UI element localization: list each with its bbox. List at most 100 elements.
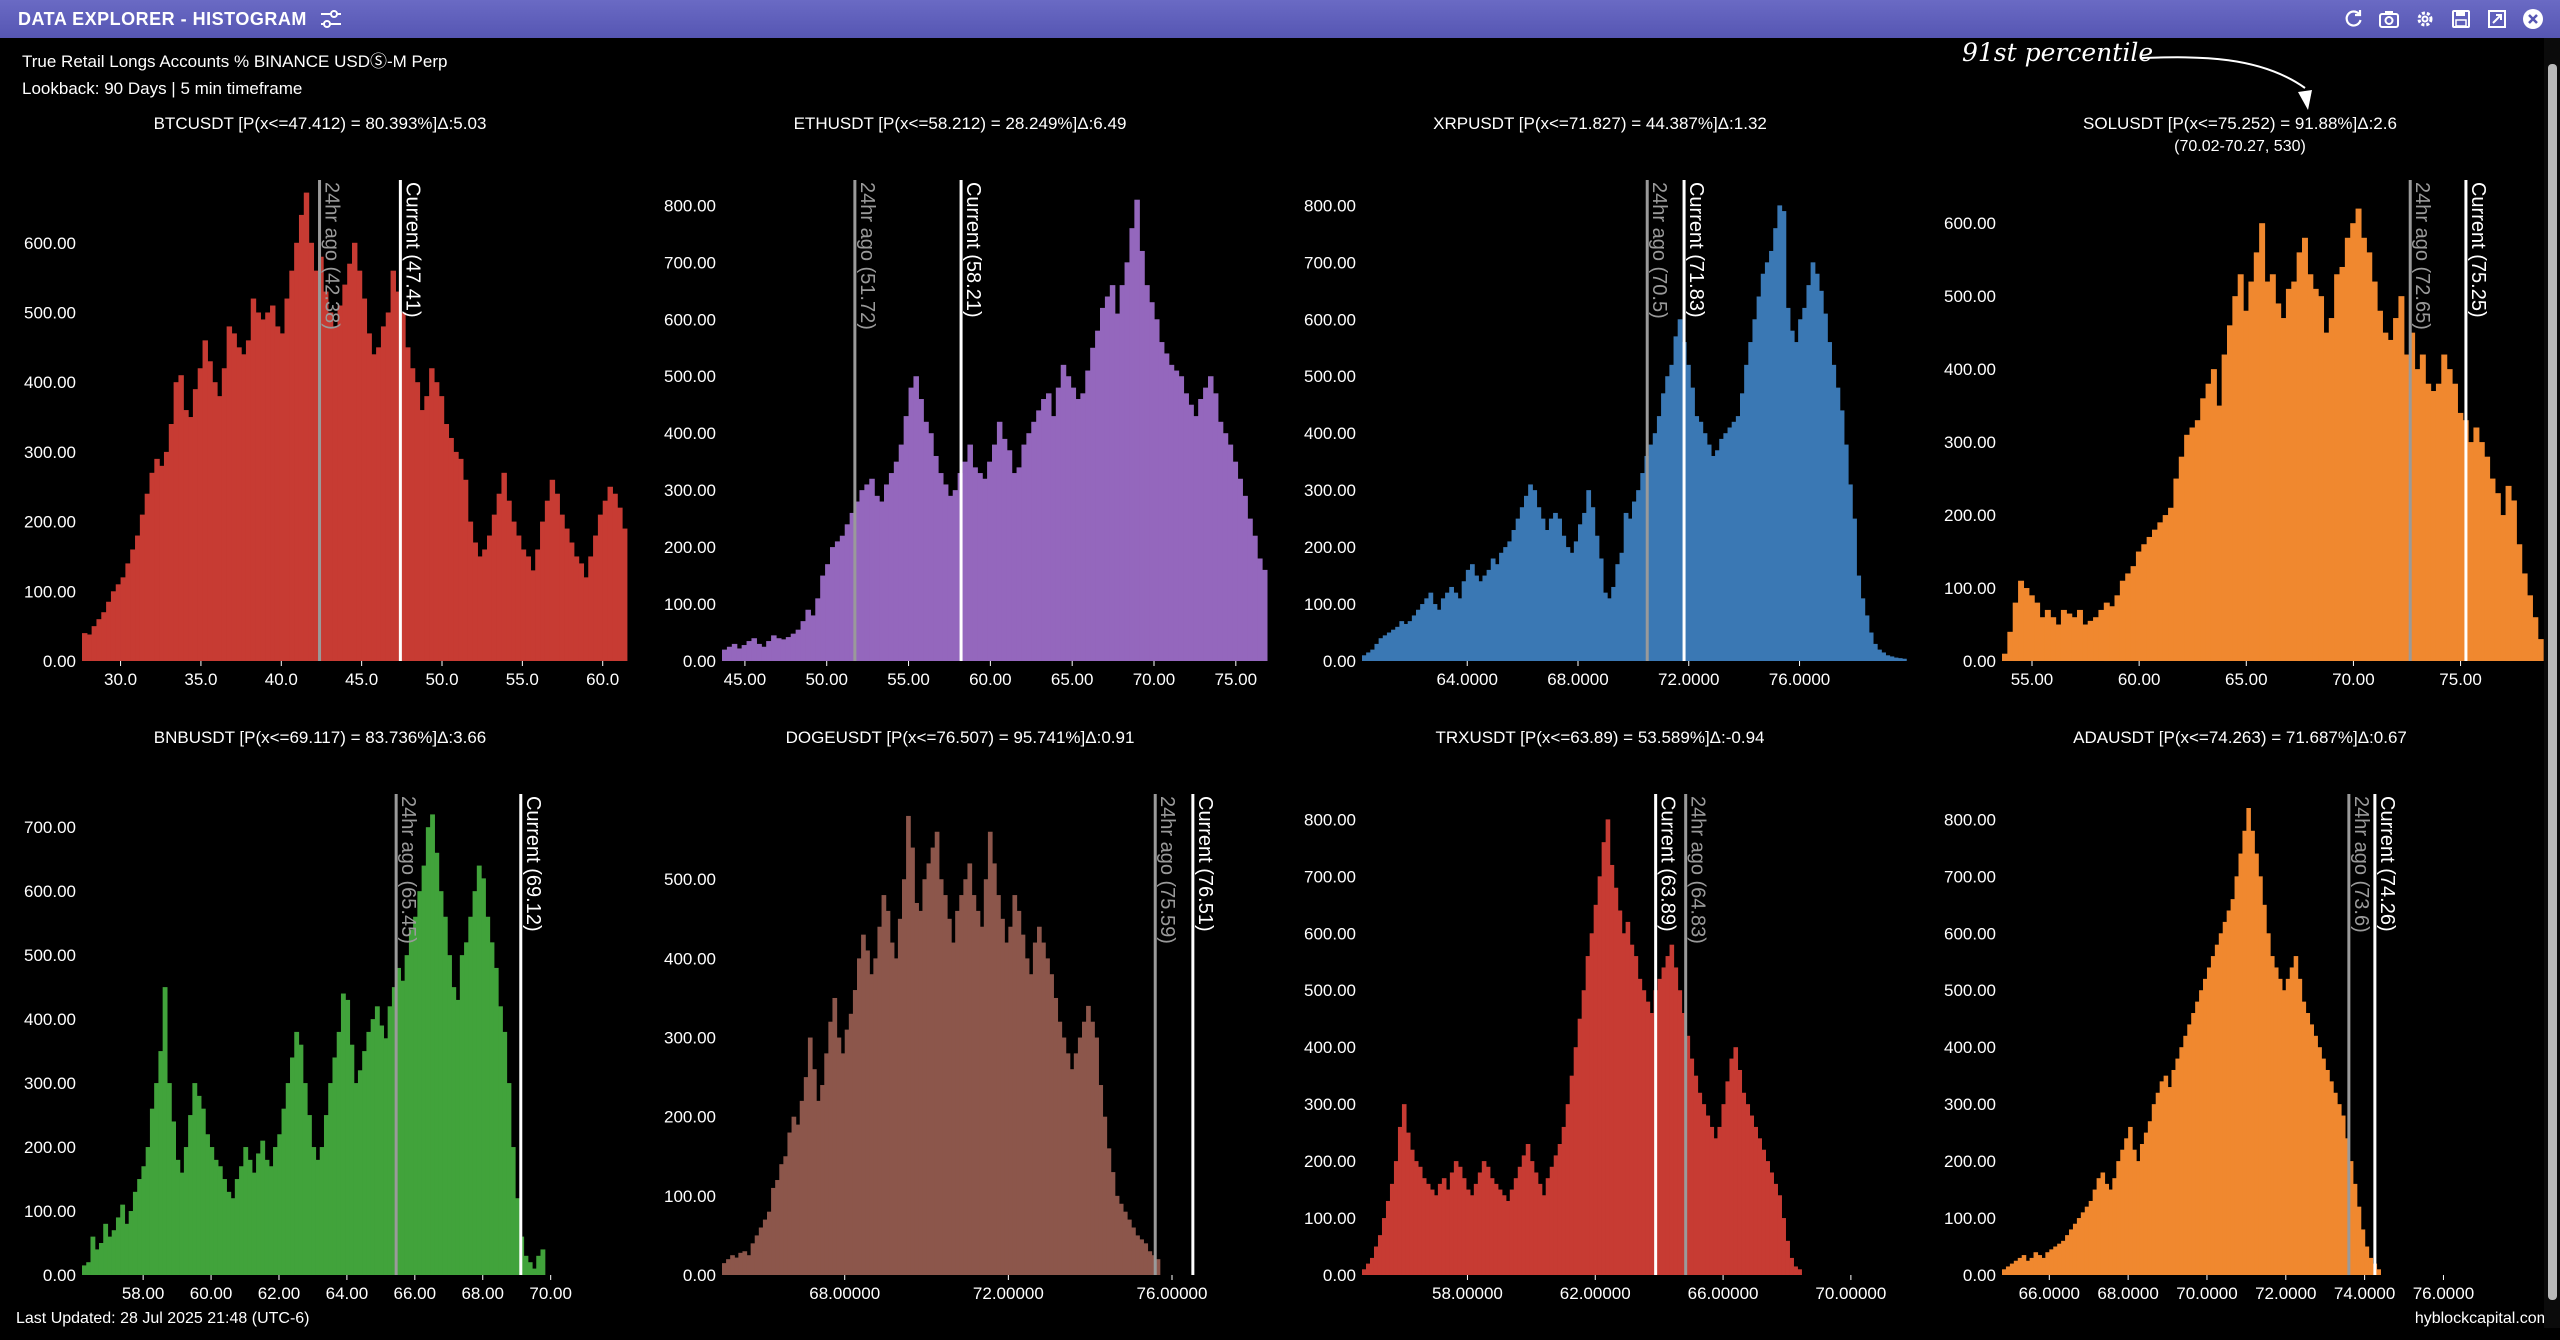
histogram-bar [1208, 376, 1214, 661]
histogram-bar [419, 410, 425, 661]
histogram-bar [2489, 478, 2496, 661]
histogram-bar [1494, 564, 1500, 661]
histogram-bar [1473, 1183, 1479, 1275]
histogram-bar [489, 942, 495, 1275]
histogram-bar [1469, 1195, 1475, 1275]
y-tick-label: 700.00 [664, 253, 716, 272]
histogram-bar [2352, 1183, 2358, 1275]
histogram-bar [2162, 515, 2169, 661]
histogram-bar [942, 484, 949, 661]
histogram-bar [578, 563, 585, 661]
gear-icon[interactable] [2412, 6, 2438, 32]
y-tick-label: 600.00 [1944, 924, 1996, 943]
histogram-bar [1045, 958, 1050, 1275]
histogram-bar [1082, 1021, 1087, 1275]
scrollbar-thumb[interactable] [2548, 64, 2557, 1300]
histogram-bar [2210, 956, 2216, 1275]
histogram-bar [975, 910, 981, 1275]
histogram-bar [434, 852, 440, 1275]
histogram-bar [408, 929, 414, 1275]
save-icon[interactable] [2448, 6, 2474, 32]
histogram-bar [2171, 1069, 2177, 1275]
histogram-bar [540, 1249, 546, 1275]
histogram-bar [1102, 1116, 1108, 1275]
histogram-bar [2537, 639, 2544, 661]
histogram-bar [353, 1083, 359, 1275]
histogram-bar [2325, 1069, 2330, 1275]
histogram-bar [947, 918, 952, 1275]
histogram-bar [1727, 427, 1733, 661]
histogram-bar [849, 512, 856, 661]
histogram-bar [332, 326, 339, 661]
histogram-bar [738, 1252, 744, 1275]
histogram-bar [2066, 613, 2073, 661]
x-tick-label: 70.00 [1133, 670, 1176, 686]
histogram-bar [245, 340, 252, 661]
histogram-bar [992, 444, 998, 661]
histogram-bar [2301, 1001, 2307, 1275]
refresh-icon[interactable] [2340, 6, 2366, 32]
histogram-bar [192, 389, 199, 661]
histogram-bar [1212, 393, 1219, 661]
histogram-bar [2069, 1229, 2074, 1275]
histogram-bar [86, 1262, 92, 1275]
marker-label: 24hr ago (73.6) [2350, 796, 2372, 933]
histogram-bar [1719, 438, 1724, 661]
histogram-bar [1557, 518, 1562, 661]
histogram-bar [824, 1053, 829, 1275]
histogram-bar [506, 1083, 512, 1275]
histogram-bar [588, 556, 594, 661]
sliders-icon[interactable] [319, 8, 343, 30]
histogram-bar [1765, 1161, 1770, 1275]
histogram-bar [370, 1019, 376, 1275]
histogram-bar [2088, 1200, 2094, 1275]
histogram-bar [115, 584, 122, 661]
histogram-bar [209, 1147, 215, 1275]
histogram-bar [2093, 617, 2100, 661]
histogram-bar [289, 270, 295, 661]
histogram-bar [2082, 624, 2089, 661]
histogram-bar [202, 340, 208, 661]
histogram-bar [285, 1083, 291, 1275]
histogram-bar [2273, 967, 2279, 1275]
y-tick-label: 200.00 [24, 513, 76, 532]
histogram-bar [226, 326, 233, 661]
histogram-bar [298, 1044, 304, 1275]
histogram-bar [908, 387, 915, 661]
histogram-bar [128, 1211, 134, 1275]
y-tick-label: 100.00 [664, 595, 716, 614]
close-icon[interactable] [2520, 6, 2546, 32]
histogram-bar [2175, 1058, 2180, 1275]
y-tick-label: 0.00 [1323, 652, 1356, 671]
camera-icon[interactable] [2376, 6, 2402, 32]
y-tick-label: 200.00 [1944, 506, 1996, 525]
histogram-bar [1104, 296, 1111, 661]
histogram-bar [2178, 456, 2185, 661]
marker-label: Current (58.21) [962, 182, 984, 318]
histogram-bar [141, 1166, 147, 1275]
histogram-bar [1474, 575, 1479, 661]
histogram-bar [2034, 602, 2041, 662]
histogram-bar [2527, 595, 2533, 661]
histogram-bar [2167, 1087, 2173, 1275]
y-tick-label: 600.00 [664, 310, 716, 329]
marker-label: 24hr ago (72.65) [2411, 182, 2433, 330]
histogram-bar [914, 902, 919, 1275]
histogram-bar [869, 974, 874, 1275]
y-tick-label: 0.00 [1963, 1266, 1996, 1285]
x-tick-label: 40.0 [265, 670, 298, 686]
histogram-bar [2200, 398, 2207, 661]
export-icon[interactable] [2484, 6, 2510, 32]
histogram-bar [2297, 978, 2303, 1275]
histogram-bar [1641, 990, 1647, 1275]
marker-label: Current (69.12) [522, 796, 544, 932]
histogram-bar [820, 1085, 825, 1275]
histogram-bar [934, 831, 940, 1275]
histogram-bar [1814, 273, 1820, 661]
histogram-bar [1053, 997, 1059, 1275]
histogram-bar [2419, 354, 2426, 661]
histogram-bar [433, 382, 440, 661]
histogram-bar [825, 564, 831, 661]
histogram-bar [2120, 1149, 2125, 1275]
histogram-bar [1077, 1037, 1083, 1275]
